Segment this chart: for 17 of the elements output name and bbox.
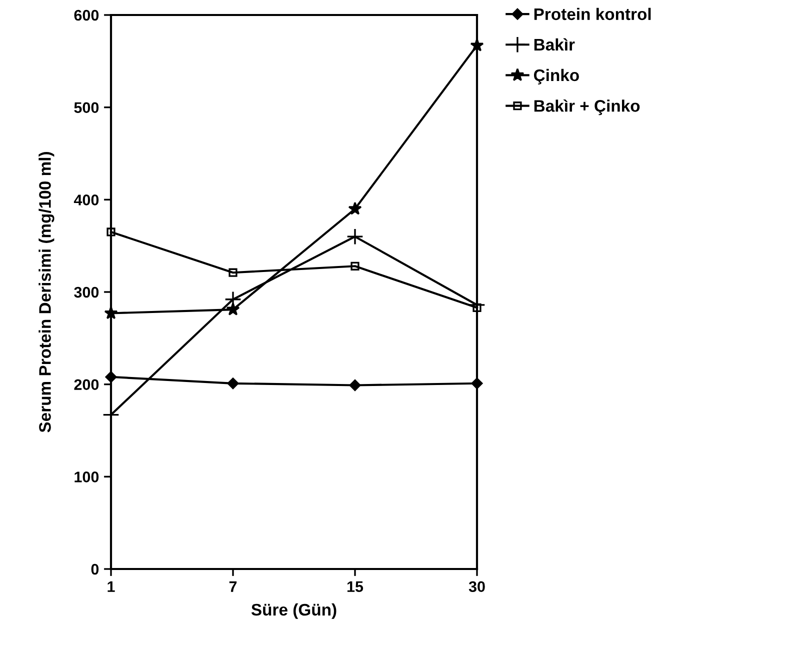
y-tick-label: 500 [74,102,99,114]
y-tick-label: 400 [74,194,99,206]
x-tick-label: 1 [108,581,115,592]
legend-label: Çinko [534,68,579,84]
legend-label: Bakìr + Çinko [534,99,640,116]
y-axis-title: Serum Protein Derisimi (mg/100 ml) [38,152,54,432]
y-tick-label: 0 [91,564,99,575]
x-tick-label: 15 [347,581,364,592]
y-tick-label: 100 [74,472,99,482]
x-tick-label: 7 [229,581,237,592]
y-tick-label: 600 [74,10,99,21]
legend-label: Protein kontrol [534,8,651,20]
x-axis-title: Süre (Gün) [251,603,336,619]
y-tick-label: 300 [74,286,99,298]
x-tick-label: 30 [468,581,485,592]
y-tick-label: 200 [74,379,99,390]
legend-label: Bakìr [534,38,575,51]
